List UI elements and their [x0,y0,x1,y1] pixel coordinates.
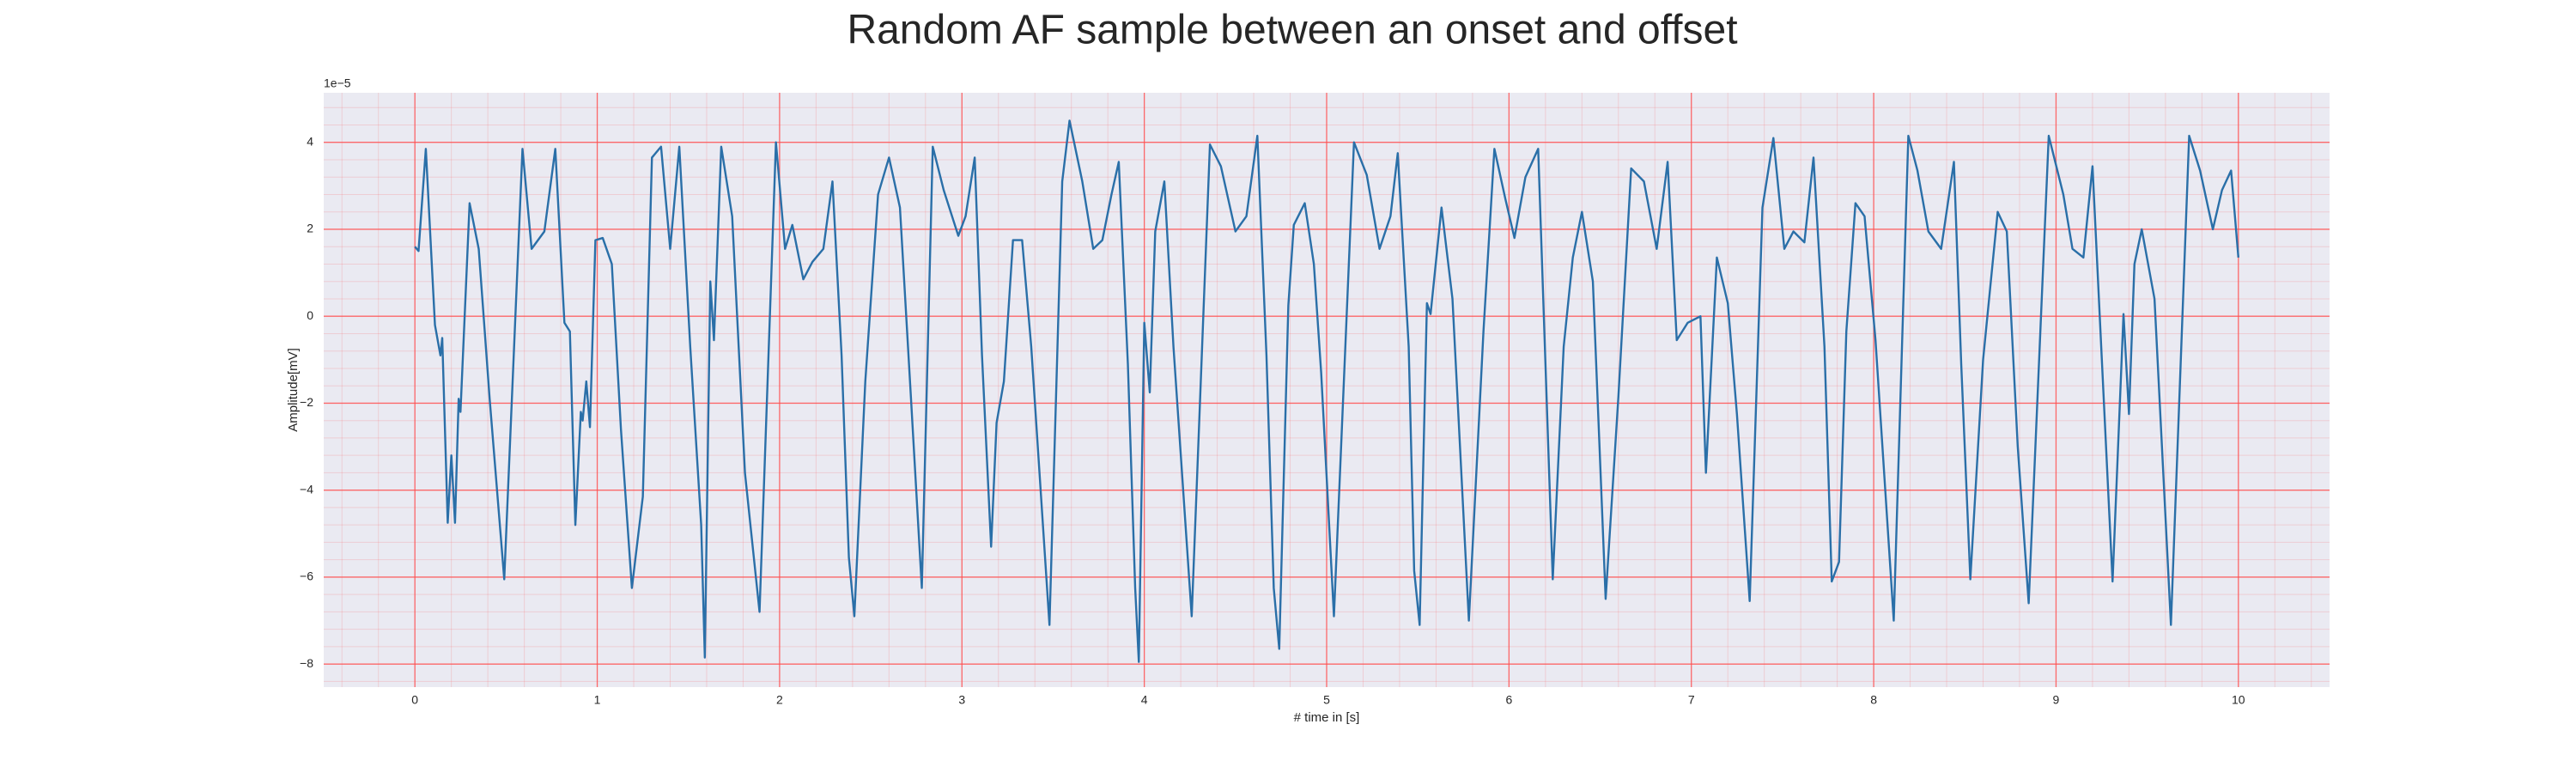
x-tick-label: 7 [1688,693,1695,707]
x-tick-label: 8 [1870,693,1877,707]
chart-title: Random AF sample between an onset and of… [847,8,1737,53]
y-tick-label: 4 [307,134,313,148]
x-axis-label: # time in [s] [1294,710,1360,725]
x-tick-label: 1 [594,693,601,707]
x-tick-label: 5 [1323,693,1330,707]
offset-label: 1e−5 [324,76,351,90]
x-tick-label: 4 [1141,693,1148,707]
y-axis-label: Amplitude[mV] [286,348,301,432]
x-tick-label: 10 [2232,693,2245,707]
y-tick-label: 2 [307,222,313,235]
x-tick-label: 2 [776,693,783,707]
y-tick-label: −6 [300,569,313,583]
x-tick-label: 3 [958,693,965,707]
x-tick-label: 9 [2053,693,2060,707]
x-tick-label: 6 [1505,693,1512,707]
x-tick-label: 0 [411,693,418,707]
y-tick-label: −8 [300,656,313,670]
line [414,119,2240,663]
y-tick-label: −2 [300,395,313,409]
y-tick-label: 0 [307,308,313,322]
y-tick-label: −4 [300,482,313,496]
